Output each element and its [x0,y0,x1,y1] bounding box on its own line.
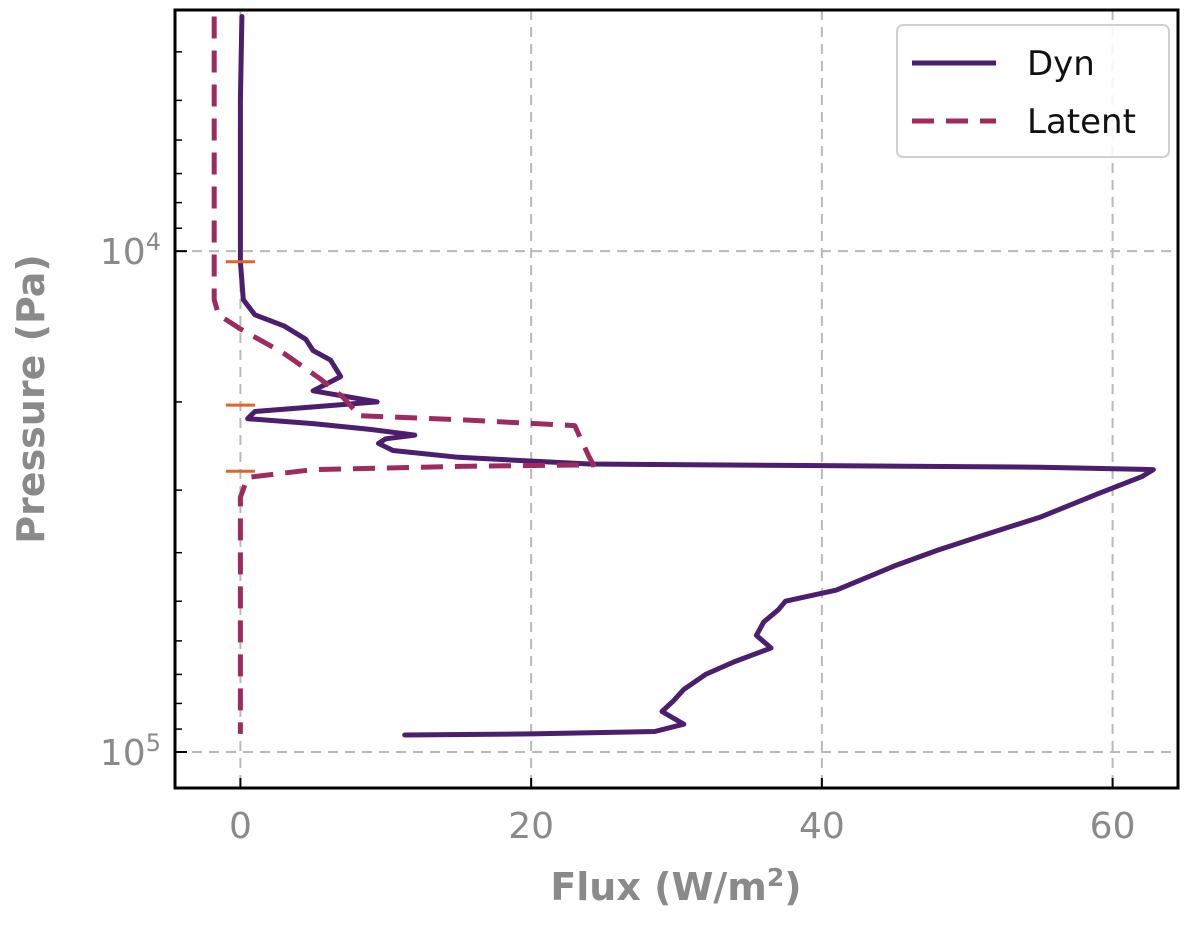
y-axis-label: Pressure (Pa) [9,254,53,544]
level-markers [225,260,255,473]
x-tick-label: 0 [229,806,252,847]
axis-ticks: 0 20 40 60 104 105 [100,51,1136,847]
legend-box [896,24,1170,158]
legend-label-dyn: Dyn [1027,44,1095,84]
y-tick-label: 105 [100,729,161,774]
series-line-dyn [237,14,1156,738]
x-axis-label: Flux (W/m2) [550,863,801,910]
legend-label-latent: Latent [1027,102,1136,142]
x-tick-label: 60 [1090,806,1136,847]
plot-frame [173,8,1180,790]
series-layer [211,14,1156,738]
series-line-latent [211,16,597,734]
x-tick-label: 20 [508,806,554,847]
legend: Dyn Latent [896,24,1170,158]
x-tick-label: 40 [799,806,845,847]
y-tick-label: 104 [100,228,161,273]
